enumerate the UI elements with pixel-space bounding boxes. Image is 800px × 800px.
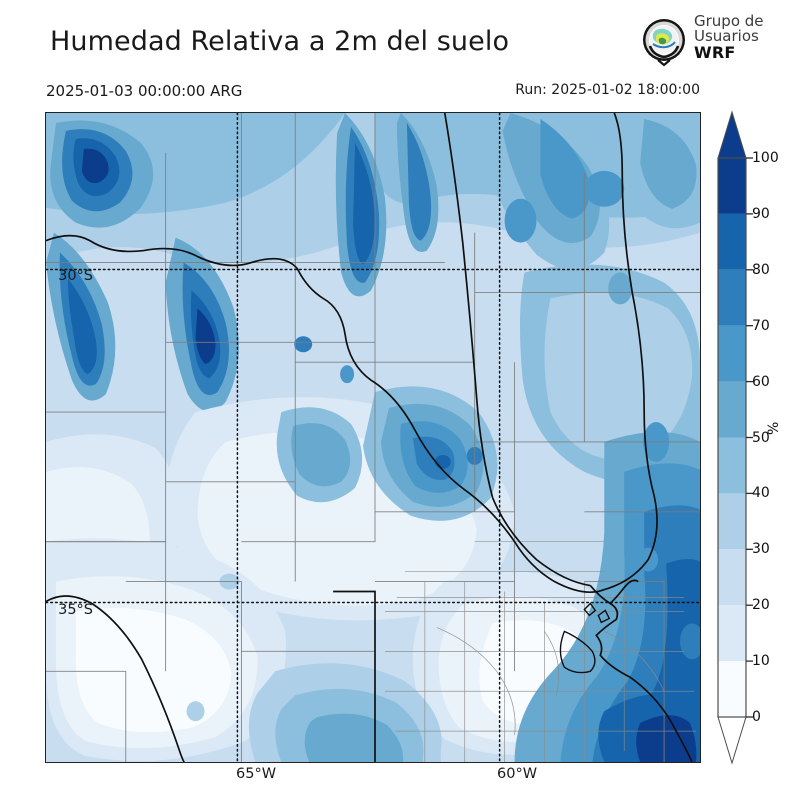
colorbar-band [718, 493, 746, 550]
colorbar-swatches [717, 110, 753, 765]
colorbar-tick-label: 90 [752, 205, 770, 222]
colorbar[interactable]: % 0 10 20 30 40 50 60 70 80 90 100 [706, 110, 800, 765]
logo-line-3: WRF [694, 42, 736, 62]
humidity-map[interactable] [45, 112, 701, 763]
colorbar-tick-label: 70 [752, 317, 770, 334]
colorbar-band [718, 605, 746, 662]
map-canvas [46, 113, 700, 762]
valid-time-label: 2025-01-03 00:00:00 ARG [46, 82, 243, 100]
department-boundaries [384, 531, 697, 762]
lat-tick-35s: 35°S [58, 602, 93, 618]
colorbar-band [718, 325, 746, 382]
wrf-user-group-logo: Grupo de Usuarios WRF [636, 12, 796, 74]
colorbar-tick-label: 100 [752, 150, 779, 166]
lat-tick-30s: 30°S [58, 268, 93, 284]
lon-tick-65w: 65°W [236, 766, 277, 782]
colorbar-band [718, 381, 746, 438]
province-boundaries [46, 113, 700, 762]
graticule [46, 113, 700, 762]
globe-badge-icon [636, 14, 692, 70]
lon-tick-60w: 60°W [497, 766, 538, 782]
humidity-field [46, 113, 700, 762]
colorbar-tick-label: 30 [752, 541, 770, 558]
colorbar-tick-label: 80 [752, 261, 770, 278]
colorbar-band [718, 213, 746, 270]
page-title: Humedad Relativa a 2m del suelo [50, 26, 510, 57]
colorbar-band [718, 158, 746, 214]
country-borders [46, 113, 693, 762]
logo-line-1: Grupo de [694, 12, 764, 30]
colorbar-band [718, 269, 746, 326]
coastline [559, 602, 611, 674]
logo-line-2: Usuarios [694, 27, 759, 46]
colorbar-tick-label: 40 [752, 485, 770, 502]
colorbar-tick-label: 60 [752, 373, 770, 390]
run-time-label: Run: 2025-01-02 18:00:00 [515, 82, 700, 98]
logo-text: Grupo de Usuarios WRF [694, 12, 764, 62]
colorbar-tick-label: 50 [752, 429, 770, 446]
colorbar-tick-label: 20 [752, 597, 770, 614]
colorbar-tick-label: 0 [752, 709, 761, 725]
colorbar-band [718, 437, 746, 494]
colorbar-band [718, 661, 746, 717]
colorbar-band [718, 549, 746, 606]
colorbar-tick-label: 10 [752, 653, 770, 670]
